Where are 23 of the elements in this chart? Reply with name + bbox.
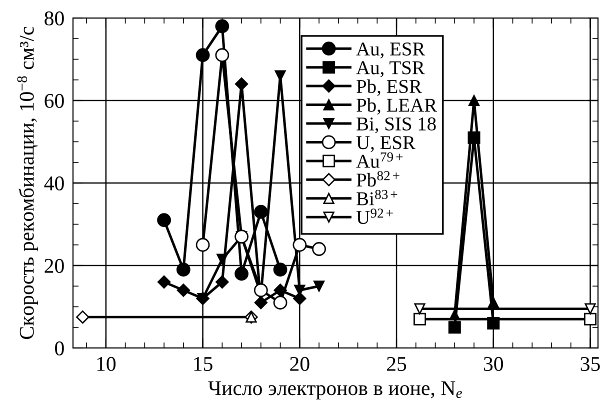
y-tick-label: 40 xyxy=(44,176,64,190)
legend-label: U$^{92+}$ xyxy=(356,208,393,224)
legend-label: Bi$^{83+}$ xyxy=(356,190,398,206)
y-tick-label: 0 xyxy=(55,341,64,356)
y-tick-label: 80 xyxy=(44,11,64,26)
legend-label: Pb, ESR xyxy=(356,79,422,96)
legend-label: Au, ESR xyxy=(356,42,426,58)
x-tick-label: 35 xyxy=(580,356,600,371)
legend-label: Bi, SIS 18 xyxy=(356,117,436,134)
legend-label: U, ESR xyxy=(356,136,416,152)
legend-label: Au, TSR xyxy=(356,61,425,78)
y-tick-label: 60 xyxy=(44,94,64,108)
x-axis-title: Число электронов в ионе, N$_{e}$ xyxy=(208,381,462,400)
legend-label: Au$^{79+}$ xyxy=(356,152,403,168)
legend-label: Pb$^{82+}$ xyxy=(356,171,400,187)
x-tick-label: 10 xyxy=(97,356,116,371)
y-tick-label: 20 xyxy=(44,258,64,273)
legend-label: Pb, LEAR xyxy=(356,98,438,115)
x-tick-label: 15 xyxy=(194,357,212,371)
y-axis-title: Скорость рекомбинации, 10$^{−8}$ см³/с xyxy=(17,26,38,340)
x-tick-label: 30 xyxy=(484,356,504,371)
x-tick-label: 20 xyxy=(290,356,310,371)
x-tick-label: 25 xyxy=(387,356,406,371)
